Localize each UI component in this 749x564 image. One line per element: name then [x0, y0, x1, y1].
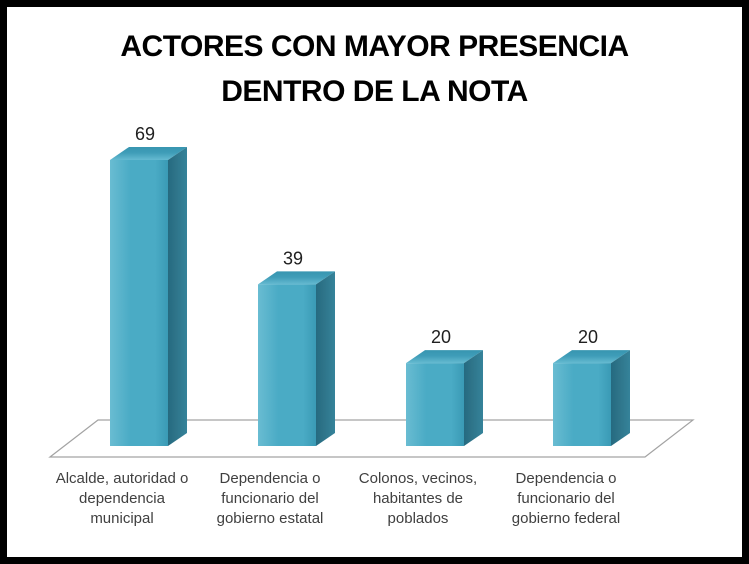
bar-top-face — [110, 147, 187, 160]
category-label-estatal: Dependencia o funcionario del gobierno e… — [216, 470, 324, 527]
bar-front-face — [258, 284, 316, 446]
value-label: 69 — [135, 124, 155, 144]
value-label: 20 — [578, 327, 598, 347]
category-label-municipal: Alcalde, autoridad o dependencia municip… — [55, 470, 189, 527]
bar-front-face — [553, 363, 611, 446]
bar-top-face — [258, 271, 335, 285]
bar-side-face — [611, 350, 630, 446]
bar-side-face — [168, 147, 187, 446]
bar-side-face — [464, 350, 483, 446]
category-label-colonos: Colonos, vecinos, habitantes de poblados — [358, 470, 478, 527]
category-label-federal: Dependencia o funcionario del gobierno f… — [511, 470, 621, 527]
bar-front-face — [110, 160, 168, 446]
chart-title: ACTORES CON MAYOR PRESENCIA DENTRO DE LA… — [120, 30, 629, 108]
value-label: 20 — [431, 327, 451, 347]
value-label: 39 — [283, 248, 303, 268]
bar-top-face — [553, 350, 630, 364]
bar-side-face — [316, 271, 335, 446]
floor-plane — [48, 419, 695, 458]
bar-top-face — [406, 350, 483, 364]
bars-group: 69 39 20 20 — [110, 124, 630, 446]
bar-front-face — [406, 363, 464, 446]
